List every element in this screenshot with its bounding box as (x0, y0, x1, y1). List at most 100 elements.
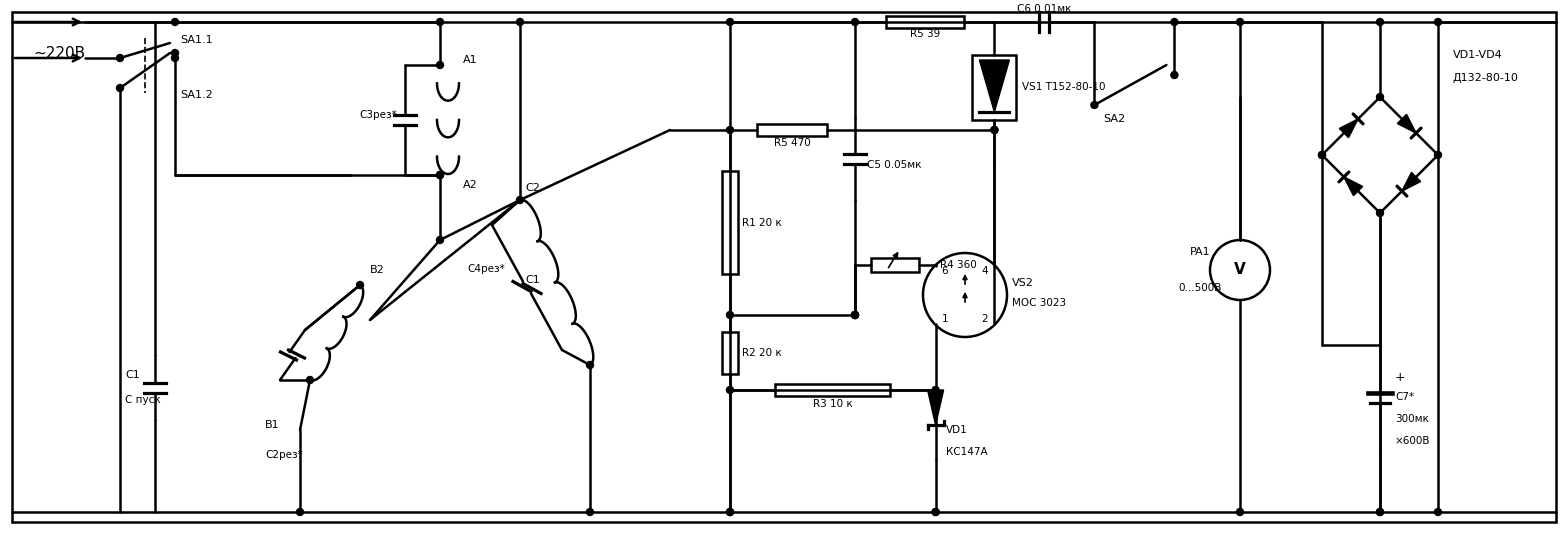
Text: C3рез*: C3рез* (359, 110, 397, 120)
Circle shape (1319, 152, 1325, 159)
Polygon shape (1344, 177, 1363, 195)
Polygon shape (980, 60, 1010, 112)
Circle shape (931, 508, 939, 515)
Text: 300мк: 300мк (1396, 414, 1428, 425)
Bar (972, 55, 1016, 120)
Text: C7*: C7* (1396, 392, 1414, 403)
Text: SA1.1: SA1.1 (180, 35, 213, 45)
Circle shape (436, 171, 444, 178)
Text: VS1 T152-80-10: VS1 T152-80-10 (1022, 82, 1105, 92)
Text: C1: C1 (525, 275, 539, 285)
Circle shape (296, 508, 304, 515)
Circle shape (306, 376, 314, 383)
Text: КС147A: КС147A (946, 447, 988, 457)
Circle shape (931, 508, 939, 515)
Circle shape (171, 19, 179, 26)
Circle shape (1377, 209, 1383, 216)
Text: B1: B1 (265, 420, 279, 430)
Circle shape (436, 61, 444, 68)
Text: B2: B2 (370, 265, 384, 275)
Circle shape (116, 84, 124, 91)
Text: C2рез*: C2рез* (265, 450, 303, 460)
Text: Д132-80-10: Д132-80-10 (1454, 73, 1519, 83)
Text: 6: 6 (942, 266, 949, 276)
Circle shape (586, 362, 594, 368)
Circle shape (356, 281, 364, 288)
Text: MОС 3023: MОС 3023 (1011, 298, 1066, 308)
Text: V: V (1234, 263, 1247, 278)
Text: R4 360: R4 360 (939, 260, 977, 270)
Text: 4: 4 (982, 266, 988, 276)
Text: SA1.2: SA1.2 (180, 90, 213, 100)
Text: VD1-VD4: VD1-VD4 (1454, 50, 1502, 60)
Circle shape (726, 127, 734, 134)
Bar (775, 384, 891, 396)
Circle shape (171, 54, 179, 61)
Circle shape (726, 311, 734, 318)
Circle shape (1237, 508, 1243, 515)
Circle shape (171, 50, 179, 57)
Bar (721, 332, 739, 373)
Text: C6 0.01мк: C6 0.01мк (1018, 4, 1071, 14)
Circle shape (851, 19, 859, 26)
Polygon shape (1402, 172, 1421, 191)
Text: R5 39: R5 39 (909, 29, 939, 39)
Circle shape (116, 54, 124, 61)
Circle shape (516, 19, 524, 26)
Text: VS2: VS2 (1011, 278, 1033, 288)
Polygon shape (1339, 119, 1358, 138)
Circle shape (851, 311, 859, 318)
Text: C2: C2 (525, 183, 539, 193)
Circle shape (1377, 19, 1383, 26)
Circle shape (1171, 19, 1178, 26)
Circle shape (851, 311, 859, 318)
Text: VD1: VD1 (946, 425, 967, 435)
Circle shape (991, 127, 997, 134)
Circle shape (436, 19, 444, 26)
Circle shape (726, 19, 734, 26)
Bar (721, 171, 739, 274)
Text: С пуск: С пуск (125, 395, 162, 405)
Text: R1 20 к: R1 20 к (742, 217, 782, 227)
Circle shape (1237, 19, 1243, 26)
Text: ×600В: ×600В (1396, 436, 1430, 446)
Text: +: + (1396, 371, 1405, 384)
Text: R2 20 к: R2 20 к (742, 348, 782, 357)
Bar (886, 16, 964, 28)
Circle shape (1435, 508, 1441, 515)
Text: A2: A2 (463, 180, 478, 190)
Circle shape (436, 237, 444, 244)
Text: 1: 1 (942, 314, 949, 324)
Bar (870, 258, 919, 272)
Bar (757, 124, 828, 136)
Text: R3 10 к: R3 10 к (812, 399, 853, 409)
Text: SA2: SA2 (1104, 114, 1126, 124)
Text: 0...500В: 0...500В (1178, 283, 1221, 293)
Circle shape (1435, 152, 1441, 159)
Text: A1: A1 (463, 55, 478, 65)
Text: PA1: PA1 (1190, 247, 1210, 257)
Circle shape (851, 311, 859, 318)
Circle shape (931, 387, 939, 394)
Circle shape (726, 508, 734, 515)
Circle shape (991, 127, 997, 134)
Circle shape (726, 387, 734, 394)
Text: C4рез*: C4рез* (467, 264, 505, 274)
Circle shape (1377, 93, 1383, 100)
Polygon shape (928, 390, 944, 425)
Text: C1: C1 (125, 370, 140, 380)
Circle shape (1091, 101, 1098, 108)
Circle shape (516, 197, 524, 203)
Circle shape (1435, 19, 1441, 26)
Text: R5 470: R5 470 (775, 138, 811, 148)
Circle shape (586, 508, 594, 515)
Polygon shape (1397, 114, 1416, 133)
Text: C5 0.05мк: C5 0.05мк (867, 160, 922, 170)
Text: ~220В: ~220В (33, 45, 85, 60)
Circle shape (1171, 72, 1178, 78)
Circle shape (1319, 152, 1325, 159)
Text: 2: 2 (982, 314, 988, 324)
Circle shape (436, 171, 444, 178)
Circle shape (1377, 508, 1383, 515)
Circle shape (726, 508, 734, 515)
